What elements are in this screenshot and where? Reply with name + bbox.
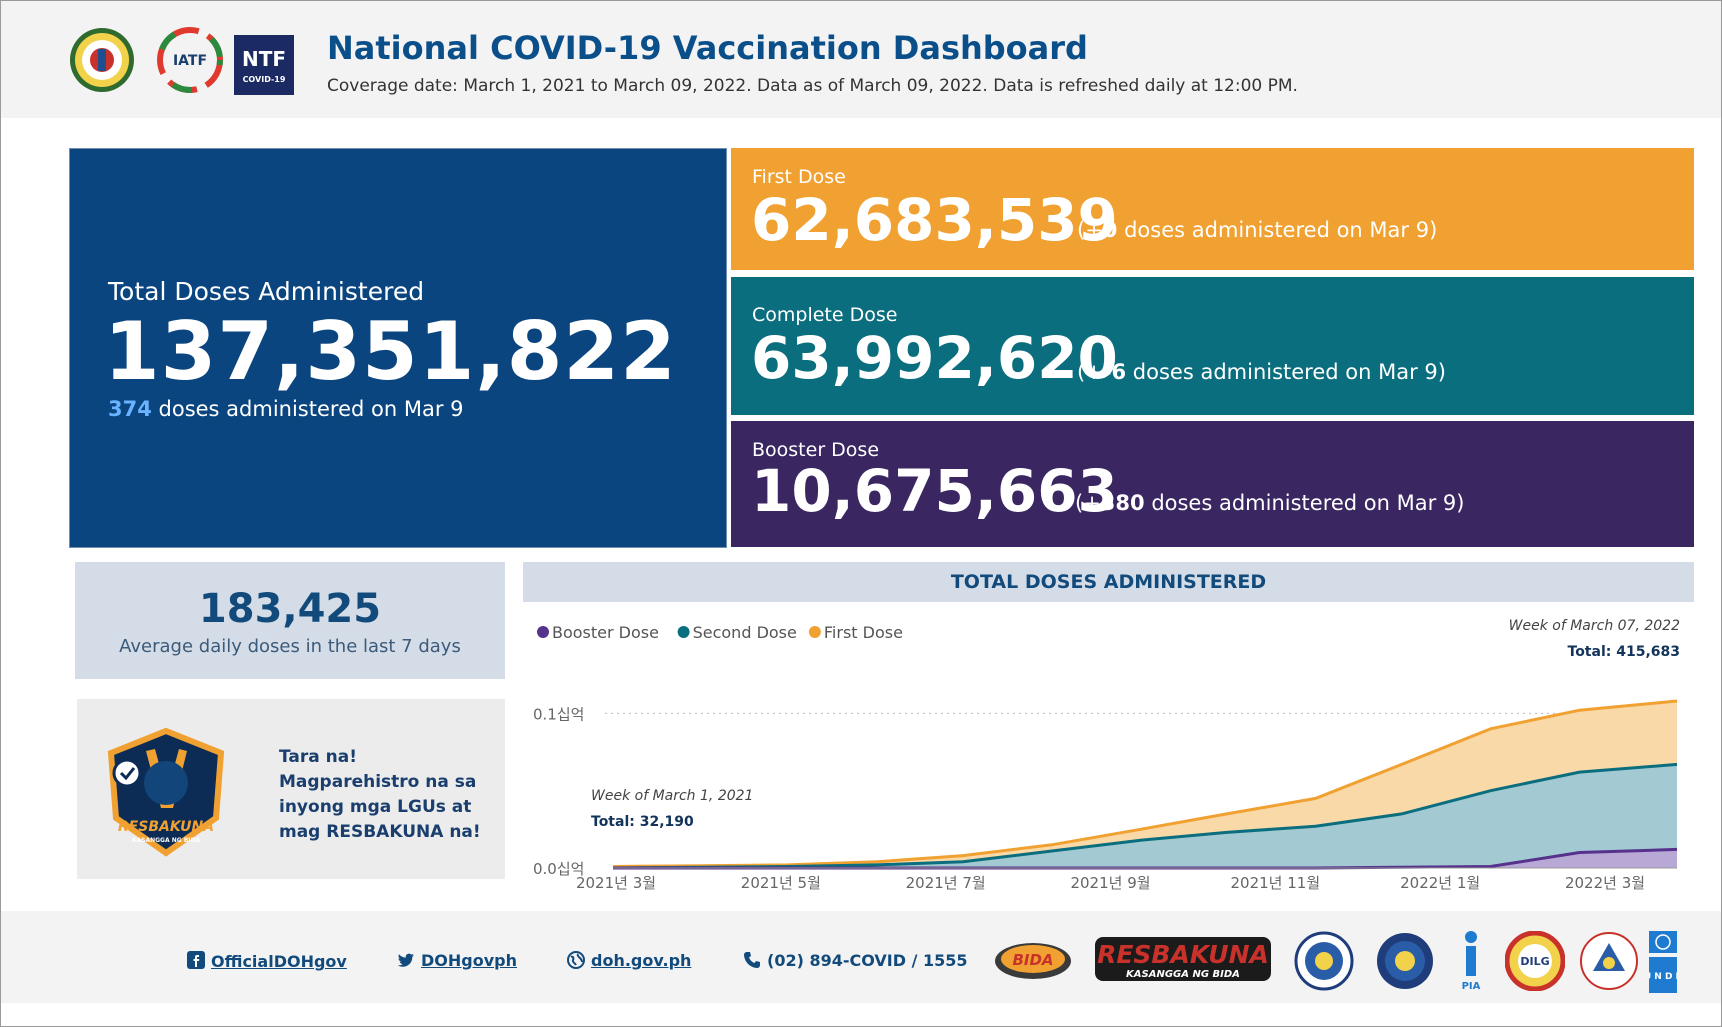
average-daily-label: Average daily doses in the last 7 days [119, 636, 461, 657]
vaccinated-badge-icon: RESBAKUNA KASANGGA NG BIDA [107, 727, 225, 857]
x-tick-label: 2022년 1월 [1400, 874, 1480, 892]
booster-dose-card: Booster Dose 10,675,663 (+380 doses admi… [731, 421, 1694, 547]
booster-dose-value: 10,675,663 [751, 457, 1118, 525]
total-doses-daily-text: doses administered on Mar 9 [151, 397, 464, 421]
chart-title: TOTAL DOSES ADMINISTERED [523, 562, 1694, 602]
complete-dose-label: Complete Dose [752, 304, 898, 326]
phone-icon [744, 952, 760, 968]
total-doses-daily: 374 doses administered on Mar 9 [108, 397, 464, 421]
legend-marker [537, 626, 549, 638]
x-tick-label: 2021년 9월 [1070, 874, 1150, 892]
complete-dose-card: Complete Dose 63,992,620 (+-6 doses admi… [731, 277, 1694, 415]
total-doses-label: Total Doses Administered [108, 277, 425, 306]
annotation-end-label: Week of March 07, 2022 [1509, 618, 1680, 634]
area-booster-dose [613, 849, 1677, 868]
first-dose-value: 62,683,539 [751, 186, 1118, 254]
dilg-logo-icon: DILG [1505, 931, 1565, 991]
svg-text:COVID-19: COVID-19 [243, 75, 286, 84]
phone-contact: (02) 894-COVID / 1555 [743, 951, 968, 970]
dilg-sun-seal-icon [1377, 933, 1433, 989]
first-dose-delta: 0 [1102, 218, 1118, 242]
promo-text: Tara na! Magparehistro na sa inyong mga … [279, 747, 481, 842]
average-daily-value: 183,425 [198, 586, 382, 632]
complete-dose-note: (+-6 doses administered on Mar 9) [1077, 360, 1446, 384]
total-doses-card: Total Doses Administered 137,351,822 374… [69, 148, 727, 548]
bida-text: BIDA [1012, 951, 1053, 969]
ntf-logo-icon: NTF COVID-19 [234, 35, 294, 95]
pia-logo-icon: PIA [1462, 931, 1481, 992]
presidential-comms-seal-icon [1294, 931, 1354, 991]
resbakuna-promo: RESBAKUNA KASANGGA NG BIDA Tara na! Magp… [77, 699, 505, 879]
website-label[interactable]: doh.gov.ph [591, 951, 692, 970]
doh-seal-icon [70, 28, 134, 92]
area-second-dose [613, 764, 1677, 868]
legend-label: Second Dose [693, 623, 797, 642]
legend-label: First Dose [824, 623, 903, 642]
facebook-link[interactable]: OfficialDOHgov [187, 951, 347, 971]
facebook-label[interactable]: OfficialDOHgov [211, 952, 347, 971]
iatf-logo-icon: IATF [157, 27, 223, 93]
coverage-subtitle: Coverage date: March 1, 2021 to March 09… [327, 76, 1298, 96]
resbakuna-logo-icon: RESBAKUNA KASANGGA NG BIDA [1095, 937, 1271, 981]
twitter-link[interactable]: DOHgovph [397, 951, 517, 970]
booster-dose-note-suffix: doses administered on Mar 9) [1144, 491, 1465, 515]
page-title: National COVID-19 Vaccination Dashboard [327, 29, 1088, 67]
total-doses-value: 137,351,822 [104, 305, 677, 398]
legend-marker [808, 626, 821, 638]
complete-dose-note-suffix: doses administered on Mar 9) [1126, 360, 1446, 384]
twitter-label[interactable]: DOHgovph [421, 951, 517, 970]
complete-dose-value: 63,992,620 [751, 324, 1118, 392]
phone-label: (02) 894-COVID / 1555 [767, 951, 968, 970]
facebook-icon [187, 951, 205, 969]
first-dose-note-prefix: (+ [1077, 218, 1103, 242]
website-link[interactable]: doh.gov.ph [567, 951, 691, 970]
resbakuna-footer-subtext: KASANGGA NG BIDA [1126, 969, 1240, 980]
pia-text: PIA [1462, 981, 1481, 992]
legend-marker [677, 626, 690, 638]
first-dose-note-suffix: doses administered on Mar 9) [1117, 218, 1438, 242]
first-dose-note: (+0 doses administered on Mar 9) [1077, 218, 1437, 242]
dilg-text: DILG [1520, 955, 1549, 968]
x-tick-label: 2021년 7월 [906, 874, 986, 892]
line-first-dose [612, 699, 1678, 868]
svg-text:IATF: IATF [173, 53, 207, 69]
y-tick-label: 0.0십억 [533, 860, 584, 878]
footer: OfficialDOHgov DOHgovph doh.gov.ph (02) … [1, 911, 1721, 1003]
booster-dose-label: Booster Dose [752, 439, 880, 461]
complete-dose-note-prefix: (+ [1077, 360, 1103, 384]
total-doses-chart: Booster Dose Second Dose First Dose 0.0십억 0.… [533, 618, 1681, 892]
resbakuna-footer-text: RESBAKUNA [1097, 940, 1269, 969]
annotation-start-label: Week of March 1, 2021 [591, 788, 753, 804]
twitter-icon [397, 953, 414, 967]
annotation-end-total: Total: 415,683 [1568, 644, 1681, 660]
average-daily-card: 183,425 Average daily doses in the last … [75, 562, 505, 679]
first-dose-label: First Dose [752, 166, 846, 188]
complete-dose-delta: -6 [1102, 360, 1127, 384]
total-doses-daily-count: 374 [108, 397, 152, 421]
booster-dose-note-prefix: (+ [1075, 491, 1101, 515]
booster-dose-note: (+380 doses administered on Mar 9) [1075, 491, 1464, 515]
x-tick-label: 2021년 3월 [576, 874, 656, 892]
annotation-start-total: Total: 32,190 [591, 814, 694, 830]
badge-main-text: RESBAKUNA [118, 819, 214, 835]
badge-sub-text: KASANGGA NG BIDA [132, 837, 201, 844]
x-tick-label: 2022년 3월 [1565, 874, 1645, 892]
undp-text: U N D P [1649, 972, 1677, 982]
booster-dose-delta: 380 [1100, 491, 1145, 515]
legend-label: Booster Dose [552, 623, 659, 642]
x-tick-label: 2021년 11월 [1231, 874, 1321, 892]
y-tick-label: 0.1십억 [533, 705, 584, 723]
globe-icon [567, 951, 585, 969]
header: IATF NTF COVID-19 National COVID-19 Vacc… [1, 1, 1721, 118]
first-dose-card: First Dose 62,683,539 (+0 doses administ… [731, 148, 1694, 270]
bida-solusyon-logo-icon: BIDA [995, 943, 1071, 979]
x-tick-label: 2021년 5월 [741, 874, 821, 892]
undp-logo-icon: U N D P [1649, 931, 1677, 993]
svg-text:NTF: NTF [242, 47, 286, 71]
agency-seal-icon [1580, 932, 1638, 990]
